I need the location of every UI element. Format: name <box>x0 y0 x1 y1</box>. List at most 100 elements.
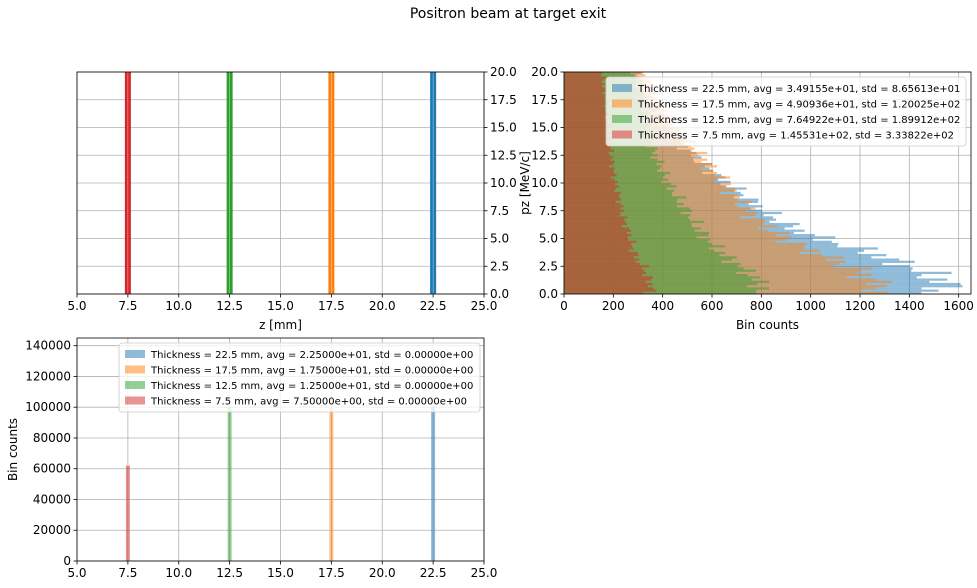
histogram-bar <box>564 258 733 261</box>
legend-box <box>605 76 967 147</box>
histogram-bar <box>564 285 747 288</box>
histogram-bar <box>564 218 625 221</box>
legend-entry: Thickness = 22.5 mm, avg = 3.49155e+01, … <box>637 84 960 95</box>
histogram-bar <box>564 151 609 155</box>
histogram-bar <box>564 276 653 279</box>
y-tick-label: 20.0 <box>490 65 517 79</box>
histogram-bar <box>564 214 620 217</box>
y-axis-label: Bin counts <box>6 418 20 481</box>
y-tick-label: 2.5 <box>490 259 509 273</box>
histogram-bar <box>564 131 611 135</box>
histogram-bar <box>564 138 611 141</box>
histogram-bar <box>564 220 626 223</box>
histogram-bar <box>564 274 643 277</box>
histogram-bar <box>564 251 638 255</box>
histogram-bar <box>564 198 622 201</box>
histogram-bar <box>564 194 619 197</box>
x-tick-label: 1600 <box>943 299 974 313</box>
histogram-bar <box>564 265 650 268</box>
histogram-bar <box>564 267 642 270</box>
histogram-bar <box>564 200 677 203</box>
histogram-bar <box>564 269 645 272</box>
x-tick-label: 7.5 <box>118 566 137 580</box>
x-tick-label: 7.5 <box>118 299 137 313</box>
x-axis-label: z [mm] <box>259 318 302 332</box>
histogram-bar <box>564 183 616 186</box>
histogram-bar <box>564 291 644 294</box>
x-tick-label: 5.0 <box>67 299 86 313</box>
histogram-bar <box>564 189 614 192</box>
histogram-bar <box>564 98 605 101</box>
y-tick-label: 100000 <box>25 400 71 414</box>
y-tick-label: 0 <box>63 554 71 568</box>
histogram-bar <box>564 165 662 168</box>
histogram-bar <box>564 234 709 237</box>
histogram-bar <box>564 189 674 192</box>
y-tick-label: 17.5 <box>531 93 558 107</box>
y-tick-label: 0.0 <box>490 287 509 301</box>
histogram-bar <box>564 105 648 108</box>
histogram-bar <box>564 245 725 248</box>
histogram-bar <box>564 274 748 277</box>
histogram-bar <box>564 242 632 246</box>
x-tick-label: 12.5 <box>216 299 243 313</box>
histogram-bar <box>564 196 687 199</box>
y-tick-label: 12.5 <box>531 148 558 162</box>
histogram-bar <box>564 231 627 235</box>
histogram-bar <box>564 282 653 286</box>
histogram-bar <box>564 218 690 221</box>
x-tick-label: 15.0 <box>267 566 294 580</box>
histogram-bar <box>564 211 621 215</box>
histogram-bar <box>564 287 654 290</box>
histogram-bar <box>564 209 625 212</box>
histogram-bar <box>564 207 621 210</box>
histogram-bar <box>564 262 741 266</box>
y-tick-label: 2.5 <box>539 259 558 273</box>
histogram-bar <box>564 127 607 130</box>
x-tick-label: 17.5 <box>318 299 345 313</box>
histogram-bar <box>125 465 130 561</box>
histogram-bar <box>564 271 737 275</box>
x-tick-label: 0 <box>560 299 568 313</box>
legend-swatch <box>612 115 632 123</box>
histogram-bar <box>564 114 609 117</box>
histogram-bar <box>564 169 614 172</box>
histogram-bar <box>564 256 634 259</box>
y-tick-label: 17.5 <box>490 93 517 107</box>
histogram-bar <box>564 222 692 226</box>
histogram-bar <box>564 238 629 241</box>
histogram-bar <box>564 76 606 79</box>
legend-entry: Thickness = 7.5 mm, avg = 7.50000e+00, s… <box>150 397 467 408</box>
x-tick-label: 22.5 <box>420 299 447 313</box>
histogram-bar <box>564 171 671 175</box>
legend-entry: Thickness = 17.5 mm, avg = 4.90936e+01, … <box>637 100 960 111</box>
histogram-bar <box>564 254 639 257</box>
y-tick-label: 7.5 <box>539 204 558 218</box>
histogram-bar <box>227 407 232 561</box>
y-tick-label: 10.0 <box>490 176 517 190</box>
histogram-bar <box>564 278 752 281</box>
histogram-bar <box>564 265 738 268</box>
x-tick-label: 25.0 <box>471 566 498 580</box>
histogram-bar <box>564 287 769 290</box>
legend-swatch <box>612 84 632 92</box>
x-axis-label: Bin counts <box>736 318 799 332</box>
histogram-bar <box>564 91 603 95</box>
y-tick-label: 40000 <box>33 492 71 506</box>
histogram-bar <box>564 178 615 181</box>
histogram-bar <box>564 89 607 92</box>
x-tick-label: 10.0 <box>165 299 192 313</box>
histogram-bar <box>564 105 605 108</box>
histogram-bar <box>431 407 436 561</box>
histogram-bar <box>564 209 693 212</box>
histogram-bar <box>564 260 636 263</box>
histogram-bar <box>564 289 657 292</box>
histogram-bar <box>564 267 744 270</box>
histogram-bar <box>564 103 606 106</box>
y-tick-label: 10.0 <box>531 176 558 190</box>
histogram-bar <box>564 91 643 95</box>
histogram-bar <box>564 278 652 281</box>
x-tick-label: 22.5 <box>420 566 447 580</box>
x-tick-label: 1400 <box>894 299 925 313</box>
